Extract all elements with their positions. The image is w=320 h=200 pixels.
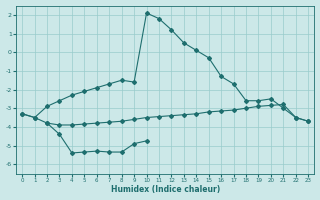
X-axis label: Humidex (Indice chaleur): Humidex (Indice chaleur): [111, 185, 220, 194]
